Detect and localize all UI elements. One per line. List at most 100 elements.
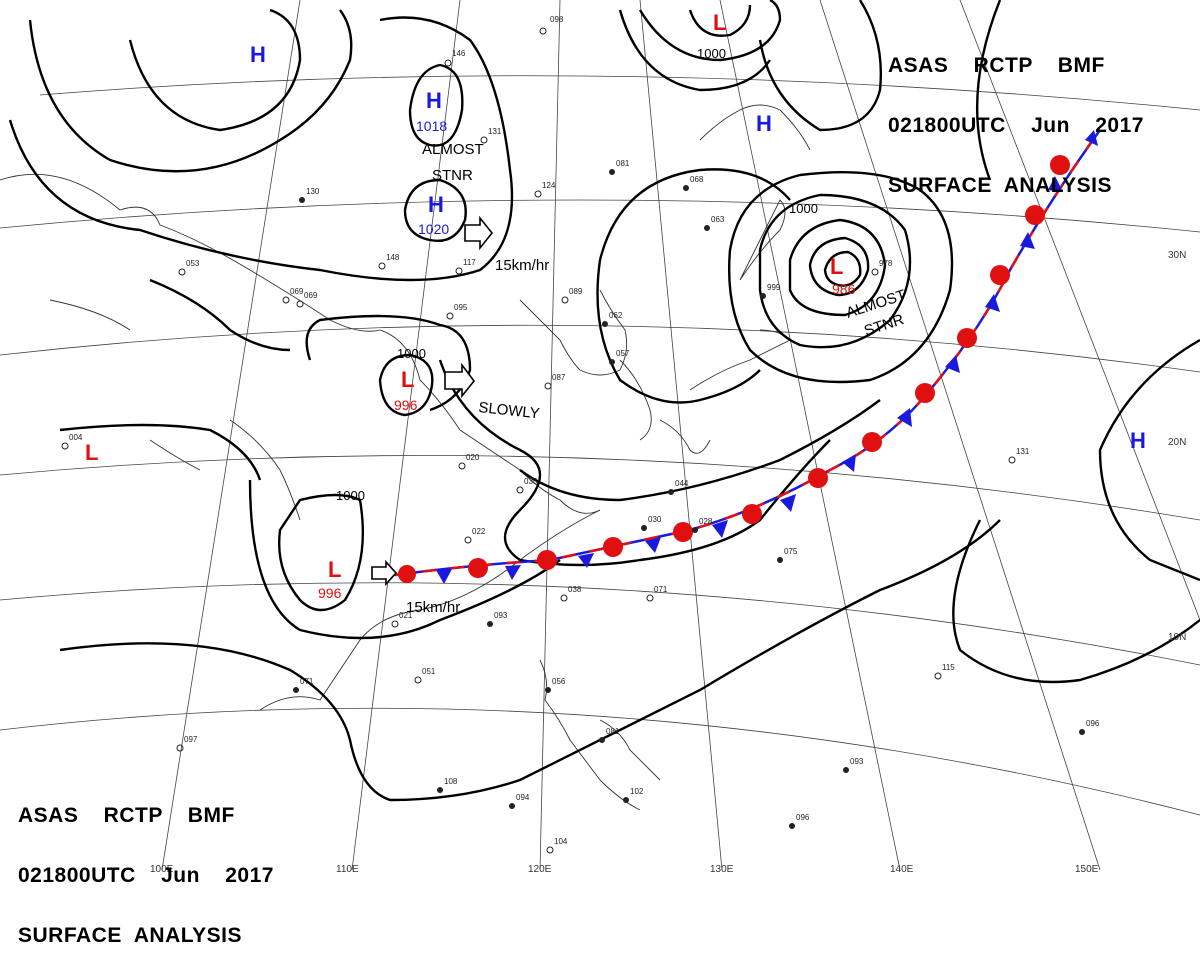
- svg-text:028: 028: [699, 517, 713, 526]
- svg-text:095: 095: [454, 303, 468, 312]
- isobar-label: 1000: [697, 46, 726, 61]
- almost-stnr-north-line2: STNR: [432, 167, 473, 184]
- svg-text:020: 020: [466, 453, 480, 462]
- station-plot: 146: [444, 49, 466, 67]
- arrow-north: [464, 215, 494, 251]
- station-plot: 062: [602, 311, 623, 327]
- station-plot: 102: [623, 787, 644, 803]
- low-top-symbol: L: [713, 10, 726, 35]
- slowly-label: SLOWLY: [478, 399, 541, 422]
- svg-text:053: 053: [186, 259, 200, 268]
- station-plot: 069: [282, 287, 304, 304]
- lon-label-140e: 140E: [890, 864, 914, 875]
- svg-text:057: 057: [616, 349, 630, 358]
- svg-text:021: 021: [399, 611, 413, 620]
- svg-text:063: 063: [711, 215, 725, 224]
- svg-text:102: 102: [630, 787, 644, 796]
- svg-text:081: 081: [616, 159, 630, 168]
- svg-text:004: 004: [69, 433, 83, 442]
- isobar-labels: 1000 1000 1000 1000: [336, 46, 818, 503]
- station-plot: 020: [458, 453, 480, 470]
- station-plot: 148: [378, 253, 400, 270]
- svg-text:117: 117: [463, 258, 476, 267]
- svg-text:081: 081: [606, 727, 620, 736]
- svg-text:030: 030: [648, 515, 662, 524]
- station-plot: 071: [293, 677, 314, 693]
- station-plot: 028: [692, 517, 713, 533]
- svg-text:071: 071: [654, 585, 668, 594]
- svg-text:094: 094: [516, 793, 530, 802]
- station-plot: 044: [668, 479, 689, 495]
- svg-text:068: 068: [690, 175, 704, 184]
- station-plot: 093: [843, 757, 864, 773]
- station-plot: 053: [178, 259, 200, 276]
- station-plot: 004: [61, 433, 83, 450]
- svg-text:022: 022: [472, 527, 486, 536]
- station-plot: 038: [560, 585, 582, 602]
- header-line-3: SURFACE ANALYSIS: [18, 924, 242, 947]
- graticule-labels: 30N 20N 10N 100E 110E 120E 130E 140E 150…: [150, 250, 1186, 875]
- low-central-symbol: L: [401, 367, 414, 392]
- svg-text:108: 108: [444, 777, 458, 786]
- lat-label-20n: 20N: [1168, 437, 1186, 448]
- warm-front-semicircles: [398, 155, 1070, 583]
- svg-text:069: 069: [290, 287, 304, 296]
- station-plot: 131: [1008, 447, 1030, 464]
- svg-text:146: 146: [452, 49, 466, 58]
- header-line-2: 021800UTC Jun 2017: [888, 114, 1144, 137]
- movement-arrows: [371, 215, 494, 587]
- station-plot: 063: [704, 215, 725, 231]
- station-plot: 097: [176, 735, 198, 752]
- station-plot: 131: [480, 127, 502, 144]
- svg-text:093: 093: [494, 611, 508, 620]
- low-south-symbol: L: [328, 557, 341, 582]
- svg-text:075: 075: [784, 547, 798, 556]
- high-nw-symbol: H: [250, 42, 266, 67]
- svg-text:131: 131: [1016, 447, 1030, 456]
- svg-text:115: 115: [942, 663, 955, 672]
- station-plot: 069: [296, 291, 318, 308]
- station-plot: 095: [446, 303, 468, 320]
- station-plot: 093: [487, 611, 508, 627]
- station-plot: 051: [414, 667, 436, 684]
- high-north-1-symbol: H: [426, 88, 442, 113]
- svg-text:148: 148: [386, 253, 400, 262]
- lon-label-120e: 120E: [528, 864, 552, 875]
- svg-text:035: 035: [524, 477, 538, 486]
- speed-north-label: 15km/hr: [495, 257, 549, 274]
- station-plot: 071: [646, 585, 668, 602]
- station-plot: 057: [609, 349, 630, 365]
- station-plot: 087: [544, 373, 566, 390]
- surface-analysis-map: H H 1018 H 1020 H H L L 986 L 996 L 996 …: [0, 0, 1200, 875]
- lat-label-10n: 10N: [1168, 632, 1186, 643]
- svg-text:071: 071: [300, 677, 314, 686]
- svg-text:096: 096: [796, 813, 810, 822]
- station-plot: 115: [934, 663, 955, 680]
- low-japan-value: 986: [832, 281, 856, 297]
- low-south-value: 996: [318, 585, 342, 601]
- svg-text:097: 097: [184, 735, 198, 744]
- low-west-symbol: L: [85, 440, 98, 465]
- station-plot: 075: [777, 547, 798, 563]
- station-plot: 098: [539, 15, 564, 35]
- station-plot: 022: [464, 527, 486, 544]
- svg-text:999: 999: [767, 283, 781, 292]
- header-line-3: SURFACE ANALYSIS: [888, 174, 1112, 197]
- station-plot: 104: [546, 837, 568, 854]
- lon-label-110e: 110E: [336, 864, 359, 875]
- svg-text:131: 131: [488, 127, 502, 136]
- station-plot: 021: [391, 611, 413, 628]
- cold-front-triangles: [436, 130, 1098, 584]
- station-plot: 081: [609, 159, 630, 175]
- station-plot: 130: [299, 187, 320, 203]
- header-bottom-left: ASAS RCTP BMF 021800UTC Jun 2017 SURFACE…: [18, 768, 274, 966]
- station-plot: 081: [599, 727, 620, 743]
- svg-text:104: 104: [554, 837, 568, 846]
- svg-text:089: 089: [569, 287, 583, 296]
- svg-text:038: 038: [568, 585, 582, 594]
- station-plots: 098 146 131 124 081 068 063 062 057 089 …: [61, 15, 1100, 854]
- low-japan-symbol: L: [830, 254, 843, 279]
- lon-label-150e: 150E: [1075, 864, 1099, 875]
- isobar-label: 1000: [789, 201, 818, 216]
- high-north-1-value: 1018: [416, 118, 447, 134]
